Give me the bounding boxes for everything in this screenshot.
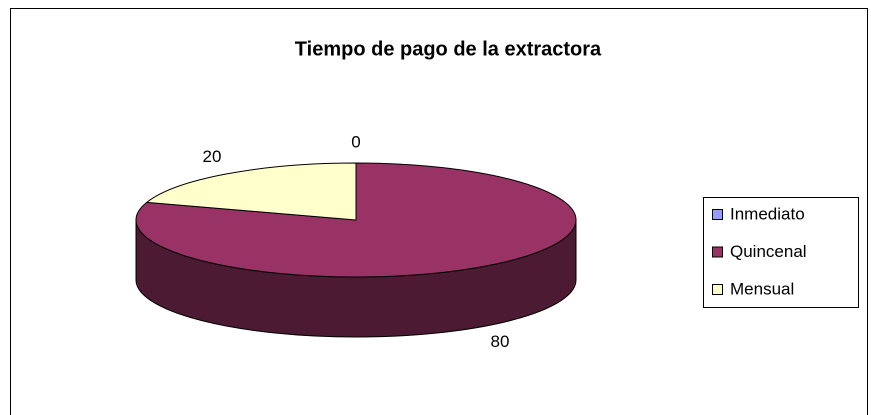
data-label: 0: [351, 132, 360, 151]
legend: [703, 197, 859, 308]
legend-label: Inmediato: [730, 204, 805, 223]
data-label: 80: [491, 332, 510, 351]
legend-swatch: [712, 284, 723, 295]
pie-slice: [145, 162, 357, 221]
chart-title: Tiempo de pago de la extractora: [295, 38, 602, 60]
legend-label: Quincenal: [730, 242, 807, 261]
data-label: 20: [203, 147, 222, 166]
legend-label: Mensual: [730, 279, 794, 298]
legend-swatch: [712, 246, 723, 258]
legend-swatch: [712, 209, 723, 220]
